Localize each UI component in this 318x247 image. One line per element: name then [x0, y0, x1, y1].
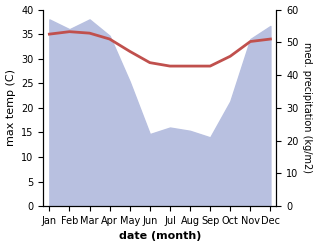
Y-axis label: med. precipitation (kg/m2): med. precipitation (kg/m2)	[302, 42, 313, 173]
Y-axis label: max temp (C): max temp (C)	[5, 69, 16, 146]
X-axis label: date (month): date (month)	[119, 231, 201, 242]
